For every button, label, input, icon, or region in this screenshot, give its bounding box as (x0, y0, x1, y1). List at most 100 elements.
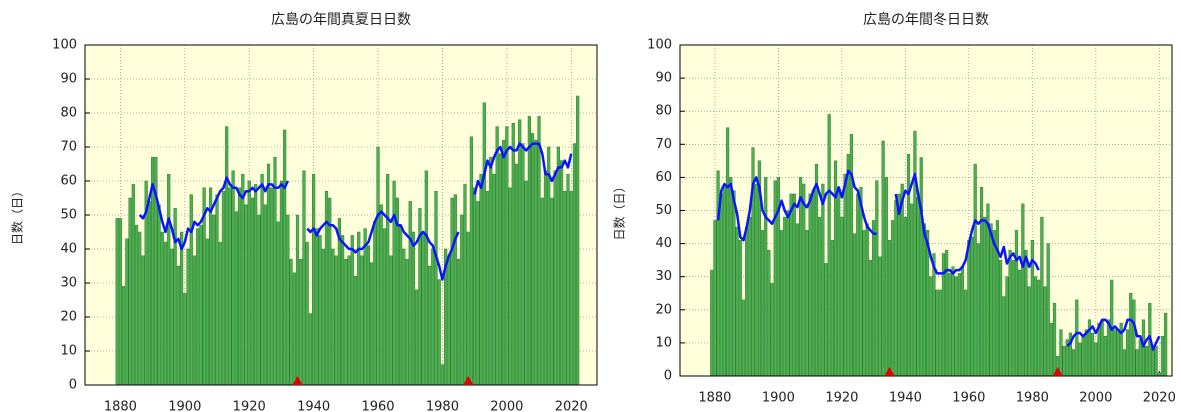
bar (434, 190, 438, 386)
bar (732, 190, 736, 377)
bar (999, 259, 1003, 377)
bar (1062, 345, 1066, 377)
bar (840, 216, 844, 377)
moving-average-line (716, 169, 1161, 351)
y-tick-label: 70 (60, 140, 77, 155)
bar (887, 240, 892, 377)
bar (884, 177, 888, 377)
x-tick-label: 1960 (361, 400, 394, 412)
bar (196, 228, 200, 386)
bar (212, 214, 216, 386)
bar (360, 255, 364, 386)
bar (373, 221, 377, 386)
bar (859, 187, 863, 377)
bar (308, 313, 313, 386)
bar (1164, 312, 1168, 377)
bar (476, 201, 480, 386)
x-tick-label: 1980 (426, 400, 459, 412)
bar (1002, 296, 1006, 377)
bar (964, 289, 968, 377)
bar (960, 266, 965, 377)
bar (970, 236, 974, 377)
bar (805, 230, 809, 377)
bar (134, 224, 139, 386)
bar (779, 230, 784, 377)
bar (837, 187, 841, 377)
bar (722, 187, 727, 377)
bar (183, 292, 187, 386)
bar (938, 289, 942, 377)
bar (553, 170, 557, 386)
plot-frame (84, 44, 598, 386)
bar (814, 163, 819, 377)
bar (710, 269, 714, 377)
bar (792, 193, 796, 377)
bar (1011, 259, 1015, 377)
bar (421, 231, 425, 386)
bar (913, 130, 917, 377)
bar (283, 129, 287, 386)
bar (1141, 319, 1146, 377)
bar (180, 231, 184, 386)
bar (767, 249, 771, 377)
bar (891, 220, 895, 377)
x-tick-label: 2020 (555, 400, 588, 412)
bar (189, 194, 193, 386)
bar (1040, 216, 1044, 377)
x-tick-label: 1900 (168, 400, 201, 412)
y-tick-label: 100 (52, 38, 77, 53)
y-tick-label: 50 (655, 203, 672, 218)
bar (735, 226, 739, 377)
bar (1160, 336, 1165, 377)
y-tick-label: 80 (655, 104, 672, 119)
bar (254, 184, 258, 386)
bar (1154, 345, 1158, 377)
bar (929, 276, 933, 377)
plot-frame (679, 44, 1173, 377)
bar (1094, 342, 1098, 377)
bar (1043, 286, 1047, 377)
bar (138, 231, 142, 386)
bar (556, 146, 560, 386)
bar (192, 255, 197, 386)
bar (748, 216, 752, 377)
bar (473, 187, 477, 386)
y-tick-label: 70 (655, 137, 672, 152)
bar (518, 119, 522, 386)
bar (770, 283, 774, 377)
bar (228, 187, 232, 386)
bar (846, 153, 850, 377)
bar (234, 211, 238, 386)
bar (411, 231, 416, 386)
bar (408, 201, 412, 386)
bar (386, 173, 390, 386)
bar (894, 200, 898, 377)
bar (295, 214, 300, 386)
bar (1046, 243, 1050, 377)
x-tick-label: 1920 (233, 400, 266, 412)
bar (344, 258, 348, 386)
bar (1049, 322, 1053, 377)
bar (508, 187, 512, 386)
bar (808, 193, 812, 377)
y-tick-label: 10 (655, 335, 672, 350)
bar (237, 187, 242, 386)
bar (1052, 302, 1057, 377)
x-tick-label: 2000 (1079, 391, 1112, 406)
bar (369, 262, 374, 386)
bar (131, 184, 135, 386)
x-tick-label: 1880 (104, 400, 137, 412)
bar (1021, 203, 1025, 377)
bar (719, 193, 723, 377)
bar (241, 173, 245, 386)
bar (392, 180, 396, 386)
bar (1129, 293, 1133, 377)
bar (485, 190, 490, 386)
bar (450, 197, 454, 386)
bar (1059, 329, 1063, 377)
bar (379, 204, 383, 386)
bar (231, 170, 235, 386)
bar (376, 146, 380, 386)
bar (215, 194, 219, 386)
bar (266, 163, 271, 386)
